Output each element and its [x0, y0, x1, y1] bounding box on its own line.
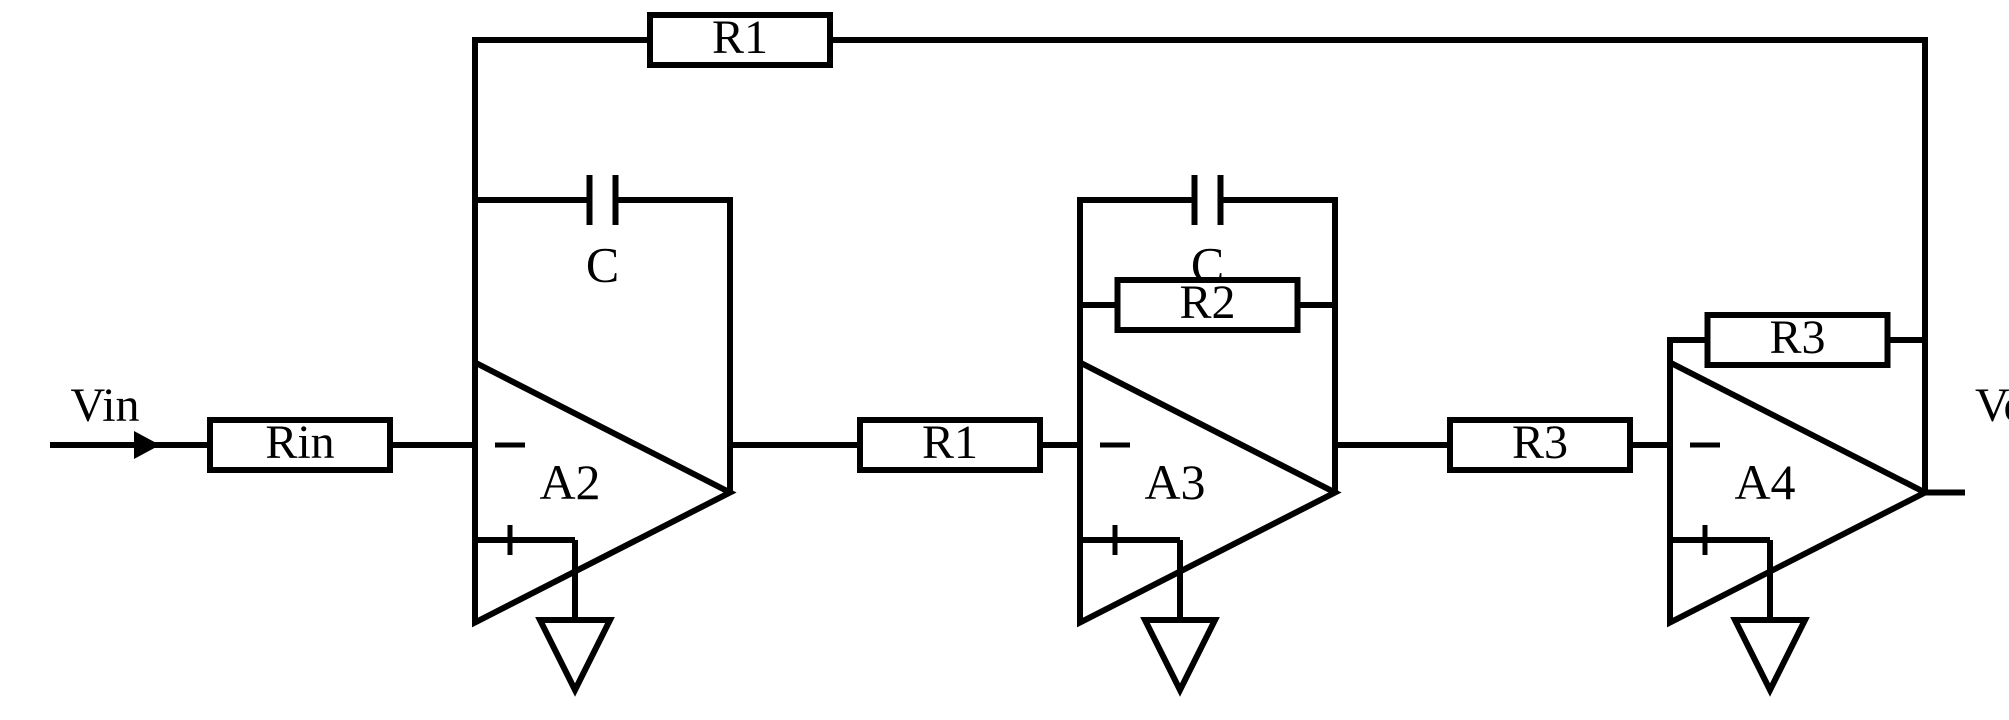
opamp-a2-label: A2	[539, 454, 600, 510]
rin-label: Rin	[265, 416, 334, 469]
opamp-a4	[1670, 363, 1925, 623]
ground	[1735, 620, 1805, 690]
opamp-a3-label: A3	[1144, 454, 1205, 510]
r1-series-label: R1	[922, 416, 978, 469]
circuit-diagram: VinRinA2CR1A3CR2R3A4R3VoutR1	[0, 0, 2009, 720]
r3-feedback-label: R3	[1769, 311, 1825, 364]
vin-label: Vin	[70, 379, 139, 432]
opamp-a3	[1080, 363, 1335, 623]
ground	[1145, 620, 1215, 690]
vout-label: Vout	[1975, 379, 2009, 432]
r1-feedback-label: R1	[712, 11, 768, 64]
opamp-a2	[475, 363, 730, 623]
wire	[1888, 340, 1926, 493]
vin-arrow	[134, 431, 160, 459]
cap-c1-label: C	[586, 236, 619, 292]
opamp-a4-label: A4	[1734, 454, 1795, 510]
r3-series-label: R3	[1512, 416, 1568, 469]
r2-label: R2	[1179, 276, 1235, 329]
ground	[540, 620, 610, 690]
wire	[475, 40, 650, 200]
